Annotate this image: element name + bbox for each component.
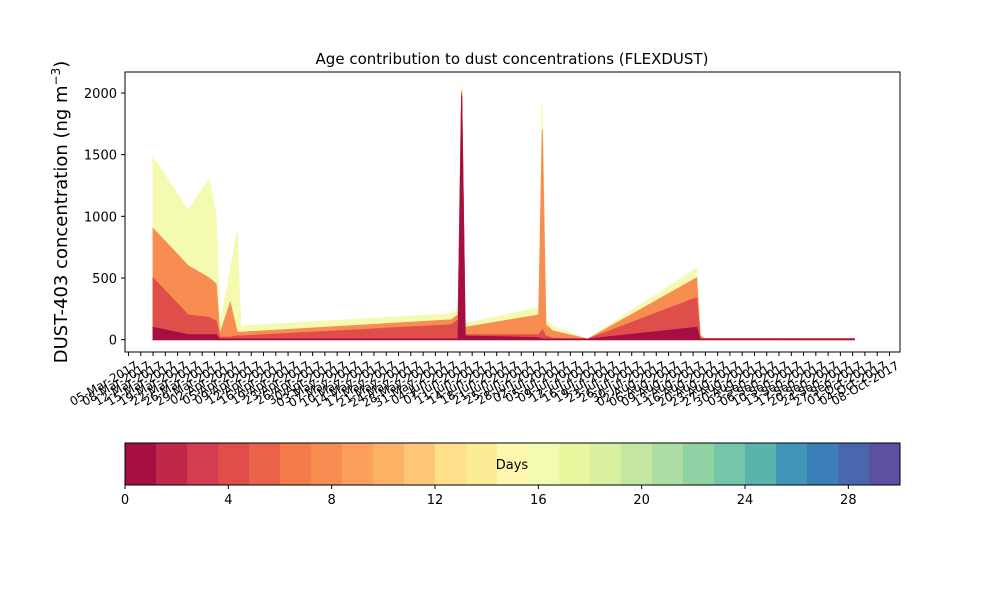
colorbar-tick-label: 28 xyxy=(840,493,857,508)
y-axis-label: DUST-403 concentration (ng m−3) xyxy=(49,61,72,364)
y-tick-label: 2000 xyxy=(84,87,117,102)
colorbar-label: Days xyxy=(496,458,529,473)
colorbar-segment xyxy=(404,443,436,485)
area-band-day-1 xyxy=(152,95,855,341)
colorbar-segment xyxy=(156,443,188,485)
y-axis: 0 500 1000 1500 2000 xyxy=(84,87,125,349)
colorbar-segment xyxy=(311,443,343,485)
colorbar-segment xyxy=(466,443,498,485)
colorbar-tick-label: 20 xyxy=(633,493,650,508)
colorbar-segment xyxy=(745,443,777,485)
area-band-day-8 xyxy=(152,90,855,341)
colorbar: 0 4 8 12 16 20 24 28 xyxy=(121,442,901,508)
colorbar-segment xyxy=(497,443,529,485)
colorbar-segment xyxy=(776,443,808,485)
colorbar-segment xyxy=(342,443,374,485)
colorbar-segment xyxy=(559,443,591,485)
plot-frame xyxy=(124,71,901,353)
colorbar-segment xyxy=(373,443,405,485)
x-axis: 05-Mar-201708-Mar-201712-Mar-201715-Mar-… xyxy=(67,352,902,410)
colorbar-segment xyxy=(621,443,653,485)
area-band-day-16 xyxy=(152,85,855,341)
colorbar-tick-label: 8 xyxy=(328,493,336,508)
area-band-day-4 xyxy=(152,92,855,341)
colorbar-segment xyxy=(838,443,870,485)
colorbar-segment xyxy=(683,443,715,485)
colorbar-segment xyxy=(869,443,901,485)
colorbar-tick-label: 4 xyxy=(224,493,232,508)
colorbar-segment xyxy=(280,443,312,485)
colorbar-tick-label: 0 xyxy=(121,493,129,508)
y-axis-label-exponent: −3 xyxy=(49,68,63,86)
colorbar-segment xyxy=(249,443,281,485)
colorbar-segment xyxy=(652,443,684,485)
colorbar-tick-label: 12 xyxy=(427,493,444,508)
colorbar-segment xyxy=(187,443,219,485)
y-axis-label-close: ) xyxy=(51,61,72,68)
colorbar-segment xyxy=(590,443,622,485)
y-tick-label: 1000 xyxy=(84,210,117,225)
y-tick-label: 1500 xyxy=(84,149,117,164)
colorbar-segment xyxy=(528,443,560,485)
chart-title: Age contribution to dust concentrations … xyxy=(316,50,709,68)
colorbar-segment xyxy=(435,443,467,485)
y-axis-label-main: DUST-403 concentration (ng m xyxy=(51,85,72,363)
colorbar-segment xyxy=(125,443,157,485)
area-bands xyxy=(152,85,855,341)
colorbar-frame xyxy=(124,442,901,486)
y-tick-label: 500 xyxy=(92,272,117,287)
y-tick-label: 0 xyxy=(109,334,117,349)
colorbar-segment xyxy=(218,443,250,485)
colorbar-segment xyxy=(714,443,746,485)
colorbar-tick-label: 16 xyxy=(530,493,547,508)
colorbar-segment xyxy=(807,443,839,485)
area-band-day-0 xyxy=(152,336,855,341)
colorbar-tick-label: 24 xyxy=(737,493,754,508)
